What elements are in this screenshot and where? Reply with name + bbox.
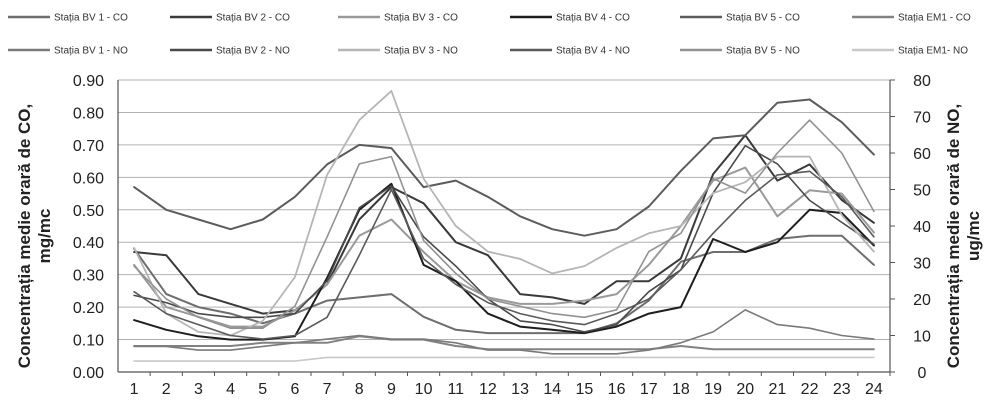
x-tick-label: 1 bbox=[130, 381, 139, 398]
y-left-ticks: 0.00 0.10 0.20 0.30 0.40 0.50 0.60 0.70 0.80 0.90 bbox=[73, 73, 104, 382]
y-left-tick-label: 0.60 bbox=[73, 170, 104, 187]
legend-label: Stația BV 5 - CO bbox=[726, 13, 800, 24]
y-left-tick-label: 0.00 bbox=[73, 365, 104, 382]
legend-label: Stația BV 1 - CO bbox=[54, 13, 128, 24]
y-right-tick-label: 50 bbox=[913, 183, 931, 200]
x-tick-label: 21 bbox=[769, 381, 787, 398]
y-left-tick-label: 0.80 bbox=[73, 105, 104, 122]
y-left-tick-label: 0.20 bbox=[73, 300, 104, 317]
y-right-tick-label: 10 bbox=[913, 329, 931, 346]
x-tick-label: 9 bbox=[387, 381, 396, 398]
y-right-axis-title: Concentrația medie orară de NO, bbox=[944, 104, 963, 369]
series-line-10 bbox=[133, 119, 875, 330]
x-tick-label: 8 bbox=[355, 381, 364, 398]
x-tick-label: 7 bbox=[323, 381, 332, 398]
y-left-tick-label: 0.50 bbox=[73, 203, 104, 220]
legend-label: Stația EM1 - CO bbox=[898, 13, 971, 24]
legend-label: Stația BV 1 - NO bbox=[54, 46, 128, 57]
series-line-8 bbox=[133, 90, 875, 337]
series-line-2 bbox=[133, 166, 875, 328]
x-tick-label: 23 bbox=[833, 381, 851, 398]
x-tick-label: 17 bbox=[640, 381, 658, 398]
x-tick-label: 12 bbox=[479, 381, 497, 398]
y-right-tick-label: 40 bbox=[913, 219, 931, 236]
y-left-axis-unit: mg/mc bbox=[35, 209, 54, 264]
series-line-1 bbox=[133, 134, 875, 315]
y-right-tick-label: 20 bbox=[913, 292, 931, 309]
y-left-tick-label: 0.90 bbox=[73, 73, 104, 90]
x-ticks: 1 2 3 4 5 6 7 8 9 10 11 12 13 14 15 16 17 18 19 20 21 22 23 24 bbox=[130, 372, 891, 398]
series-line-6 bbox=[133, 309, 875, 355]
y-right-axis-unit: ug/mc bbox=[964, 211, 983, 261]
series-line-9 bbox=[133, 170, 875, 340]
y-right-tick-label: 70 bbox=[913, 110, 931, 127]
x-tick-label: 4 bbox=[226, 381, 235, 398]
y-left-tick-label: 0.40 bbox=[73, 235, 104, 252]
series-line-4 bbox=[133, 98, 875, 237]
x-tick-label: 19 bbox=[704, 381, 722, 398]
y-left-tick-label: 0.10 bbox=[73, 333, 104, 350]
x-tick-label: 6 bbox=[290, 381, 299, 398]
x-tick-label: 18 bbox=[672, 381, 690, 398]
y-left-tick-label: 0.70 bbox=[73, 138, 104, 155]
legend-label: Stația BV 3 - NO bbox=[384, 46, 458, 57]
legend-label: Stația BV 5 - NO bbox=[726, 46, 800, 57]
y-right-tick-label: 60 bbox=[913, 146, 931, 163]
legend-label: Stația BV 4 - CO bbox=[556, 13, 630, 24]
series-lines bbox=[133, 90, 875, 362]
series-line-3 bbox=[133, 182, 875, 341]
x-tick-label: 15 bbox=[576, 381, 594, 398]
legend-label: Stația BV 4 - NO bbox=[556, 46, 630, 57]
x-tick-label: 3 bbox=[194, 381, 203, 398]
x-tick-label: 11 bbox=[447, 381, 464, 398]
x-tick-label: 20 bbox=[736, 381, 754, 398]
legend-label: Stația BV 3 - CO bbox=[384, 13, 458, 24]
x-tick-label: 10 bbox=[415, 381, 433, 398]
legend-label: Stația BV 2 - CO bbox=[216, 13, 290, 24]
series-line-11 bbox=[133, 356, 875, 362]
x-tick-label: 14 bbox=[543, 381, 561, 398]
x-tick-label: 24 bbox=[865, 381, 883, 398]
x-tick-label: 2 bbox=[162, 381, 171, 398]
x-tick-label: 22 bbox=[801, 381, 819, 398]
x-tick-label: 5 bbox=[258, 381, 267, 398]
x-tick-label: 16 bbox=[608, 381, 626, 398]
legend-label: Stația BV 2 - NO bbox=[216, 46, 290, 57]
y-right-tick-label: 0 bbox=[918, 365, 927, 382]
legend-label: Stația EM1- NO bbox=[898, 46, 968, 57]
x-tick-label: 13 bbox=[511, 381, 529, 398]
y-left-axis-title: Concentrația medie orară de CO, bbox=[15, 104, 34, 369]
y-right-tick-label: 30 bbox=[913, 256, 931, 273]
series-line-5 bbox=[133, 335, 875, 351]
y-right-ticks: 0 10 20 30 40 50 60 70 80 bbox=[890, 73, 931, 382]
legend: Stația BV 1 - CO Stația BV 2 - CO Stația B… bbox=[8, 13, 971, 57]
y-left-tick-label: 0.30 bbox=[73, 268, 104, 285]
y-right-tick-label: 80 bbox=[913, 73, 931, 90]
series-line-7 bbox=[133, 144, 875, 333]
